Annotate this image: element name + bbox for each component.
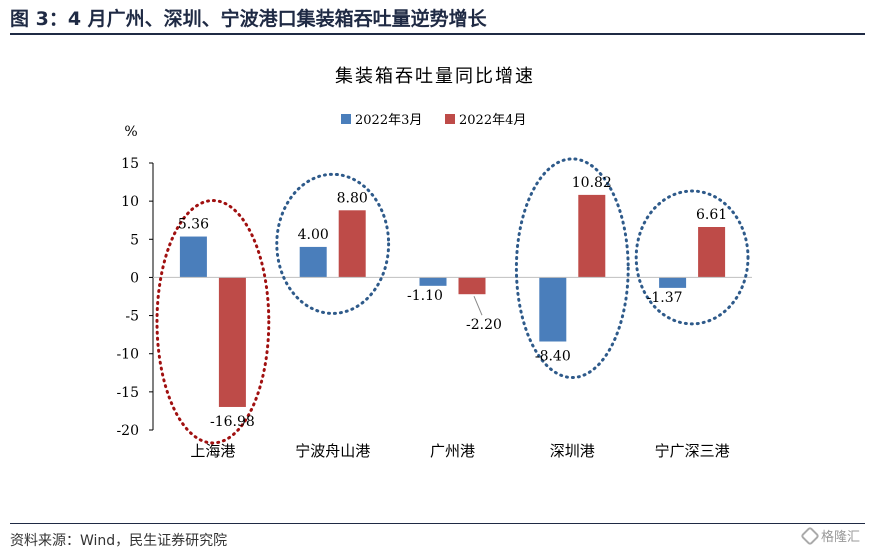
- bars: [179, 194, 726, 407]
- leader-line: [473, 296, 483, 316]
- y-tick-label: -20: [116, 423, 139, 439]
- y-tick-label: 10: [121, 194, 139, 210]
- highlight-ellipse: [275, 172, 391, 315]
- watermark-text: 格隆汇: [820, 530, 860, 545]
- footer-rule: [10, 523, 865, 524]
- bar: [458, 277, 486, 295]
- data-label: -2.20: [466, 317, 502, 333]
- category-label: 宁广深三港: [655, 442, 730, 460]
- legend-swatch: [341, 114, 351, 124]
- bar: [338, 210, 366, 278]
- bar: [299, 246, 327, 278]
- data-label: 6.61: [696, 207, 727, 223]
- chart-title: 集装箱吞吐量同比增速: [335, 66, 535, 87]
- y-tick-label: 5: [130, 232, 139, 248]
- highlight-ellipses: [155, 157, 750, 445]
- y-axis: 15 10 5 0 -5 -10 -15 -20: [116, 156, 154, 439]
- bar: [539, 277, 567, 342]
- data-label: -8.40: [535, 349, 571, 365]
- bar: [698, 227, 726, 278]
- data-label: 10.82: [572, 175, 612, 191]
- data-label: -1.10: [407, 288, 443, 304]
- category-label: 宁波舟山港: [295, 442, 370, 460]
- legend-label: 2022年4月: [459, 113, 526, 128]
- bar: [578, 194, 606, 278]
- data-label: -16.98: [210, 414, 255, 430]
- bar: [218, 277, 246, 407]
- highlight-ellipse: [634, 189, 750, 326]
- highlight-ellipse: [155, 199, 271, 445]
- figure-title: 图 3：4 月广州、深圳、宁波港口集装箱吞吐量逆势增长: [10, 8, 487, 30]
- bar: [179, 236, 207, 278]
- legend: 2022年3月 2022年4月: [341, 113, 526, 128]
- data-label: 5.36: [178, 217, 209, 233]
- y-tick-label: -5: [125, 309, 139, 325]
- watermark-logo-icon: [800, 525, 820, 546]
- legend-swatch: [445, 114, 455, 124]
- bar-chart: 集装箱吞吐量同比增速 2022年3月 2022年4月 % 15 10 5 0 -5 -10 -…: [116, 66, 752, 460]
- category-label: 广州港: [430, 442, 475, 460]
- y-tick-label: -15: [116, 385, 139, 401]
- data-label: -1.37: [647, 290, 683, 306]
- data-label: 4.00: [298, 227, 329, 243]
- data-labels: 5.36 4.00 -1.10 -8.40 -1.37 -16.98 8.80 -2.20 10…: [178, 175, 727, 430]
- y-tick-label: -10: [116, 347, 139, 363]
- x-axis: 上海港 宁波舟山港 广州港 深圳港 宁广深三港: [153, 276, 752, 460]
- highlight-ellipse: [514, 157, 630, 380]
- y-tick-label: 0: [130, 270, 139, 286]
- source-note: 资料来源：Wind，民生证券研究院: [10, 533, 228, 549]
- category-label: 深圳港: [550, 442, 595, 460]
- bar: [659, 277, 687, 288]
- legend-label: 2022年3月: [355, 113, 422, 128]
- watermark: 格隆汇: [800, 525, 860, 546]
- category-label: 上海港: [190, 442, 235, 460]
- bar: [419, 277, 447, 286]
- y-tick-label: 15: [121, 156, 139, 172]
- y-axis-unit: %: [124, 124, 137, 140]
- title-rule: [10, 33, 865, 35]
- data-label: 8.80: [337, 190, 368, 206]
